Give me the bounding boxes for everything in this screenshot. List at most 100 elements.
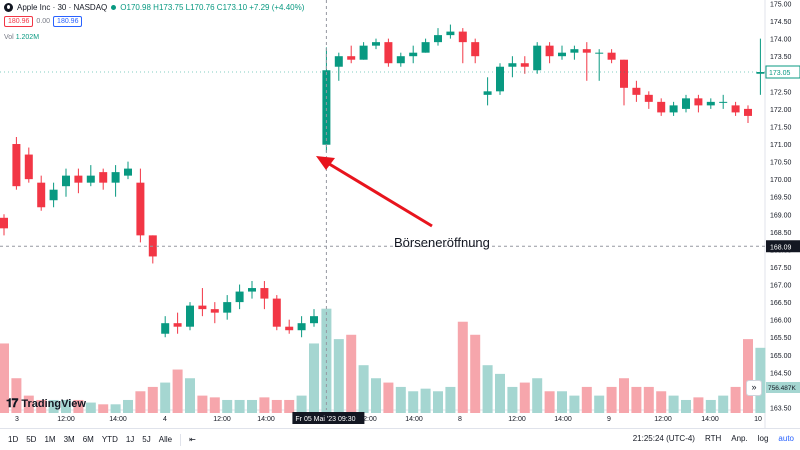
candle-body[interactable]: [62, 175, 70, 187]
candle-body[interactable]: [173, 323, 182, 327]
candle-body[interactable]: [434, 35, 442, 43]
timeframe-ytd[interactable]: YTD: [101, 435, 118, 444]
candle-body[interactable]: [483, 91, 492, 95]
auto-scale-toggle[interactable]: auto: [778, 434, 794, 443]
candle-body[interactable]: [186, 305, 194, 327]
candle-body[interactable]: [0, 217, 8, 229]
candle-body[interactable]: [607, 52, 616, 60]
candle-body[interactable]: [421, 42, 430, 53]
timeframe-1j[interactable]: 1J: [125, 435, 135, 444]
candle-body[interactable]: [620, 59, 628, 88]
candle-body[interactable]: [706, 101, 715, 106]
candle-body[interactable]: [632, 87, 641, 95]
candle-body[interactable]: [657, 101, 666, 113]
candle-body[interactable]: [458, 31, 467, 43]
candle-body[interactable]: [471, 42, 480, 57]
crosshair-price-label: 168.09: [770, 244, 792, 251]
candle-body[interactable]: [533, 45, 542, 71]
volume-bar: [594, 395, 605, 413]
candle-body[interactable]: [248, 288, 256, 292]
candle-body[interactable]: [669, 105, 678, 113]
candle-body[interactable]: [359, 45, 368, 60]
price-chart[interactable]: 175.00174.50174.00173.50173.00172.50172.…: [0, 0, 800, 428]
candle-body[interactable]: [744, 108, 752, 116]
candle-body[interactable]: [74, 175, 83, 183]
candle-body[interactable]: [161, 323, 170, 334]
adjust-toggle[interactable]: Anp.: [731, 434, 748, 443]
candle-body[interactable]: [384, 42, 393, 64]
candle-body[interactable]: [310, 316, 318, 324]
candle-body[interactable]: [111, 172, 120, 183]
candle-body[interactable]: [372, 42, 380, 46]
candle-body[interactable]: [496, 66, 504, 92]
volume-bar: [271, 399, 282, 413]
candle-body[interactable]: [49, 189, 58, 201]
candle-body[interactable]: [570, 49, 579, 53]
candle-body[interactable]: [223, 302, 232, 313]
symbol-title[interactable]: Apple Inc · 30 · NASDAQ: [17, 3, 108, 12]
candle-body[interactable]: [272, 298, 281, 327]
buy-button[interactable]: 180.96: [53, 16, 83, 27]
candle-body[interactable]: [582, 49, 591, 53]
candle-body[interactable]: [520, 63, 529, 67]
volume-legend-value: 1.202M: [15, 34, 40, 41]
candle-body[interactable]: [24, 154, 33, 180]
candle-body[interactable]: [297, 323, 306, 331]
candle-body[interactable]: [334, 56, 343, 67]
candle-body[interactable]: [595, 52, 604, 54]
candle-body[interactable]: [644, 94, 653, 102]
time-tick-label: 12:00: [508, 416, 526, 423]
candle-body[interactable]: [198, 305, 207, 310]
candle-body[interactable]: [508, 63, 517, 67]
log-toggle[interactable]: log: [757, 434, 769, 443]
candle-body[interactable]: [235, 291, 244, 303]
date-range-icon[interactable]: ⇤: [189, 435, 196, 444]
candle-body[interactable]: [694, 98, 703, 106]
candle-body[interactable]: [545, 45, 554, 57]
candle-body[interactable]: [409, 52, 418, 57]
candle-body[interactable]: [396, 56, 405, 64]
session-toggle[interactable]: RTH: [704, 434, 722, 443]
clock[interactable]: 21:25:24 (UTC-4): [632, 434, 695, 443]
candle-body[interactable]: [446, 31, 455, 36]
candle-body[interactable]: [719, 101, 728, 103]
sell-button[interactable]: 180.96: [4, 16, 34, 27]
candle-body[interactable]: [731, 105, 740, 113]
timeframe-5j[interactable]: 5J: [142, 435, 151, 444]
time-tick-label: 4: [163, 416, 167, 423]
candle-body[interactable]: [322, 70, 331, 145]
volume-bar: [495, 373, 505, 413]
candle-body[interactable]: [558, 52, 566, 57]
candle-body[interactable]: [124, 168, 132, 176]
volume-bar: [557, 391, 567, 413]
candle-body[interactable]: [99, 172, 108, 183]
candle-body[interactable]: [756, 72, 765, 74]
crosshair-time-box: [292, 412, 365, 424]
price-tick-label: 173.50: [770, 54, 792, 61]
candle-body[interactable]: [37, 182, 46, 208]
candle-body[interactable]: [260, 288, 269, 299]
candle-body[interactable]: [136, 182, 145, 236]
candle-body[interactable]: [285, 326, 294, 331]
scroll-to-realtime-button[interactable]: »: [746, 380, 762, 396]
candle-body[interactable]: [682, 98, 690, 109]
candle-body[interactable]: [86, 175, 95, 183]
volume-bar: [172, 369, 183, 413]
volume-bar: [147, 386, 158, 413]
last-price-box: [765, 65, 800, 79]
volume-bar: [11, 378, 22, 413]
timeframe-1d[interactable]: 1D: [8, 435, 19, 444]
timeframe-3m[interactable]: 3M: [63, 435, 75, 444]
candle-body[interactable]: [347, 56, 356, 60]
candle-body[interactable]: [210, 309, 219, 313]
candle-body[interactable]: [12, 144, 21, 187]
price-tick-label: 175.00: [770, 2, 792, 9]
timeframe-alle[interactable]: Alle: [158, 435, 173, 444]
price-tick-label: 167.00: [770, 283, 792, 290]
volume-bar: [730, 386, 741, 413]
timeframe-6m[interactable]: 6M: [82, 435, 94, 444]
timeframe-1m[interactable]: 1M: [44, 435, 56, 444]
timeframe-5d[interactable]: 5D: [26, 435, 37, 444]
volume-bar: [693, 397, 704, 413]
volume-bar: [358, 365, 369, 413]
